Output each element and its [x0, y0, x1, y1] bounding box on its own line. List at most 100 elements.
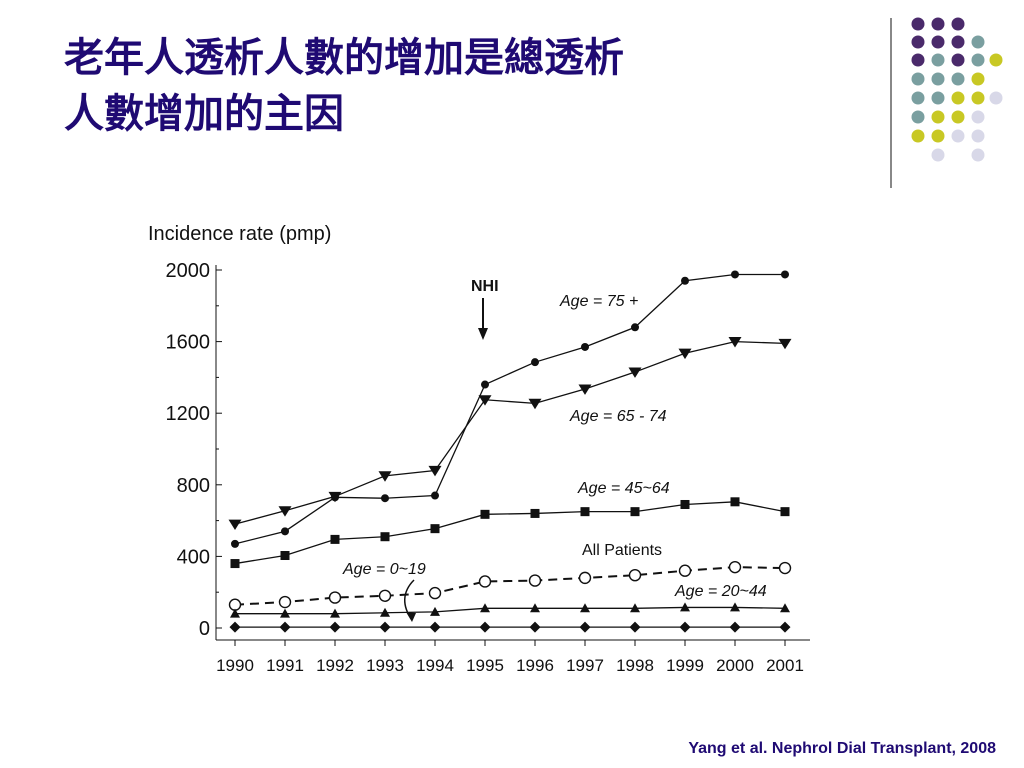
marker-triangle-up	[430, 606, 440, 616]
age-0-19-pointer-head	[406, 612, 416, 622]
label-age-20-44: Age = 20~44	[674, 583, 767, 600]
x-tick-label: 1991	[266, 656, 304, 675]
y-axis-label: Incidence rate (pmp)	[148, 223, 331, 245]
x-tick-label: 2001	[766, 656, 804, 675]
marker-circle-filled	[731, 270, 739, 279]
marker-circle-filled	[481, 380, 489, 389]
y-tick-label: 1200	[166, 403, 211, 425]
marker-circle-open	[578, 571, 592, 585]
marker-triangle-down	[478, 395, 492, 406]
label-age-45-64: Age = 45~64	[577, 480, 670, 497]
series-5	[229, 621, 791, 633]
series-line	[234, 340, 786, 525]
marker-square	[230, 559, 240, 569]
marker-circle-open	[378, 589, 392, 602]
y-tick-label: 0	[199, 618, 210, 640]
marker-circle-open	[328, 591, 342, 604]
y-tick-label: 800	[177, 475, 210, 497]
x-tick-label: 2000	[716, 656, 754, 675]
marker-triangle-up	[480, 603, 490, 613]
marker-square	[480, 509, 490, 519]
marker-square	[330, 534, 340, 544]
marker-circle-filled	[531, 358, 539, 367]
marker-triangle-up	[330, 608, 340, 618]
marker-circle-open	[528, 574, 542, 587]
x-tick-label: 1999	[666, 656, 704, 675]
series-3	[228, 560, 792, 611]
series-line	[234, 273, 785, 545]
slide-title-line-2: 人數增加的主因	[64, 90, 344, 137]
marker-triangle-up	[380, 607, 390, 617]
marker-circle-open	[478, 575, 492, 588]
marker-triangle-up	[530, 603, 540, 613]
marker-triangle-down	[528, 398, 542, 410]
marker-square	[380, 532, 390, 542]
marker-circle-filled	[231, 539, 239, 548]
marker-diamond	[379, 621, 391, 633]
citation: Yang et al. Nephrol Dial Transplant, 200…	[688, 740, 996, 757]
x-tick-label: 1993	[366, 656, 404, 675]
marker-square	[430, 524, 440, 534]
marker-triangle-down	[428, 465, 442, 477]
marker-circle-open	[628, 568, 642, 582]
y-tick-label: 400	[177, 546, 210, 568]
label-age-0-19: Age = 0~19	[342, 561, 426, 578]
x-tick-label: 1998	[616, 656, 654, 675]
marker-circle-filled	[681, 276, 689, 285]
marker-triangle-down	[628, 367, 642, 378]
marker-diamond	[679, 621, 691, 633]
marker-square	[280, 551, 290, 561]
marker-circle-open	[278, 595, 292, 609]
marker-triangle-down	[678, 348, 692, 360]
series-line	[234, 566, 786, 606]
series-line	[234, 501, 786, 565]
x-tick-label: 1990	[216, 656, 254, 675]
marker-diamond	[279, 621, 291, 633]
nhi-arrow-head	[478, 328, 488, 340]
slide-title-line-1: 老年人透析人數的增加是總透析	[64, 34, 624, 81]
marker-circle-filled	[581, 342, 589, 351]
marker-square	[580, 507, 590, 517]
marker-square	[780, 507, 790, 517]
chart-axes: 0 400 800 1200 1600 2000 1990 1991 1992 1993 1994 1…	[166, 260, 810, 675]
marker-triangle-down	[778, 338, 792, 350]
marker-triangle-up	[680, 602, 690, 612]
slide-title: 老年人透析人數的增加是總透析 人數增加的主因	[64, 30, 864, 142]
marker-circle-filled	[381, 494, 389, 503]
label-age-65-74: Age = 65 - 74	[569, 408, 667, 425]
marker-triangle-up	[630, 603, 640, 613]
marker-circle-open	[728, 560, 742, 574]
marker-diamond	[229, 621, 241, 633]
marker-diamond	[779, 621, 791, 633]
marker-circle-filled	[431, 491, 439, 500]
marker-triangle-down	[328, 491, 342, 503]
x-tick-label: 1996	[516, 656, 554, 675]
marker-square	[680, 499, 690, 509]
y-tick-label: 1600	[166, 332, 211, 354]
x-tick-label: 1997	[566, 656, 604, 675]
series-2	[230, 497, 790, 569]
series-0	[231, 270, 789, 548]
marker-triangle-up	[780, 603, 790, 613]
marker-diamond	[579, 621, 591, 633]
marker-triangle-up	[230, 608, 240, 618]
marker-diamond	[429, 621, 441, 633]
marker-triangle-down	[378, 471, 392, 482]
x-tick-label: 1992	[316, 656, 354, 675]
marker-square	[630, 507, 640, 517]
marker-circle-filled	[631, 323, 639, 332]
label-all-patients: All Patients	[582, 542, 662, 559]
series-4	[230, 602, 790, 618]
marker-triangle-down	[578, 384, 592, 395]
marker-square	[530, 508, 540, 518]
label-age-75-plus: Age = 75 +	[559, 293, 638, 310]
series-1	[228, 337, 792, 531]
marker-circle-open	[678, 564, 692, 577]
marker-triangle-up	[280, 608, 290, 618]
marker-diamond	[329, 621, 341, 633]
x-tick-label: 1994	[416, 656, 454, 675]
marker-circle-filled	[781, 270, 789, 279]
marker-circle-open	[778, 561, 792, 575]
marker-circle-open	[428, 586, 442, 600]
